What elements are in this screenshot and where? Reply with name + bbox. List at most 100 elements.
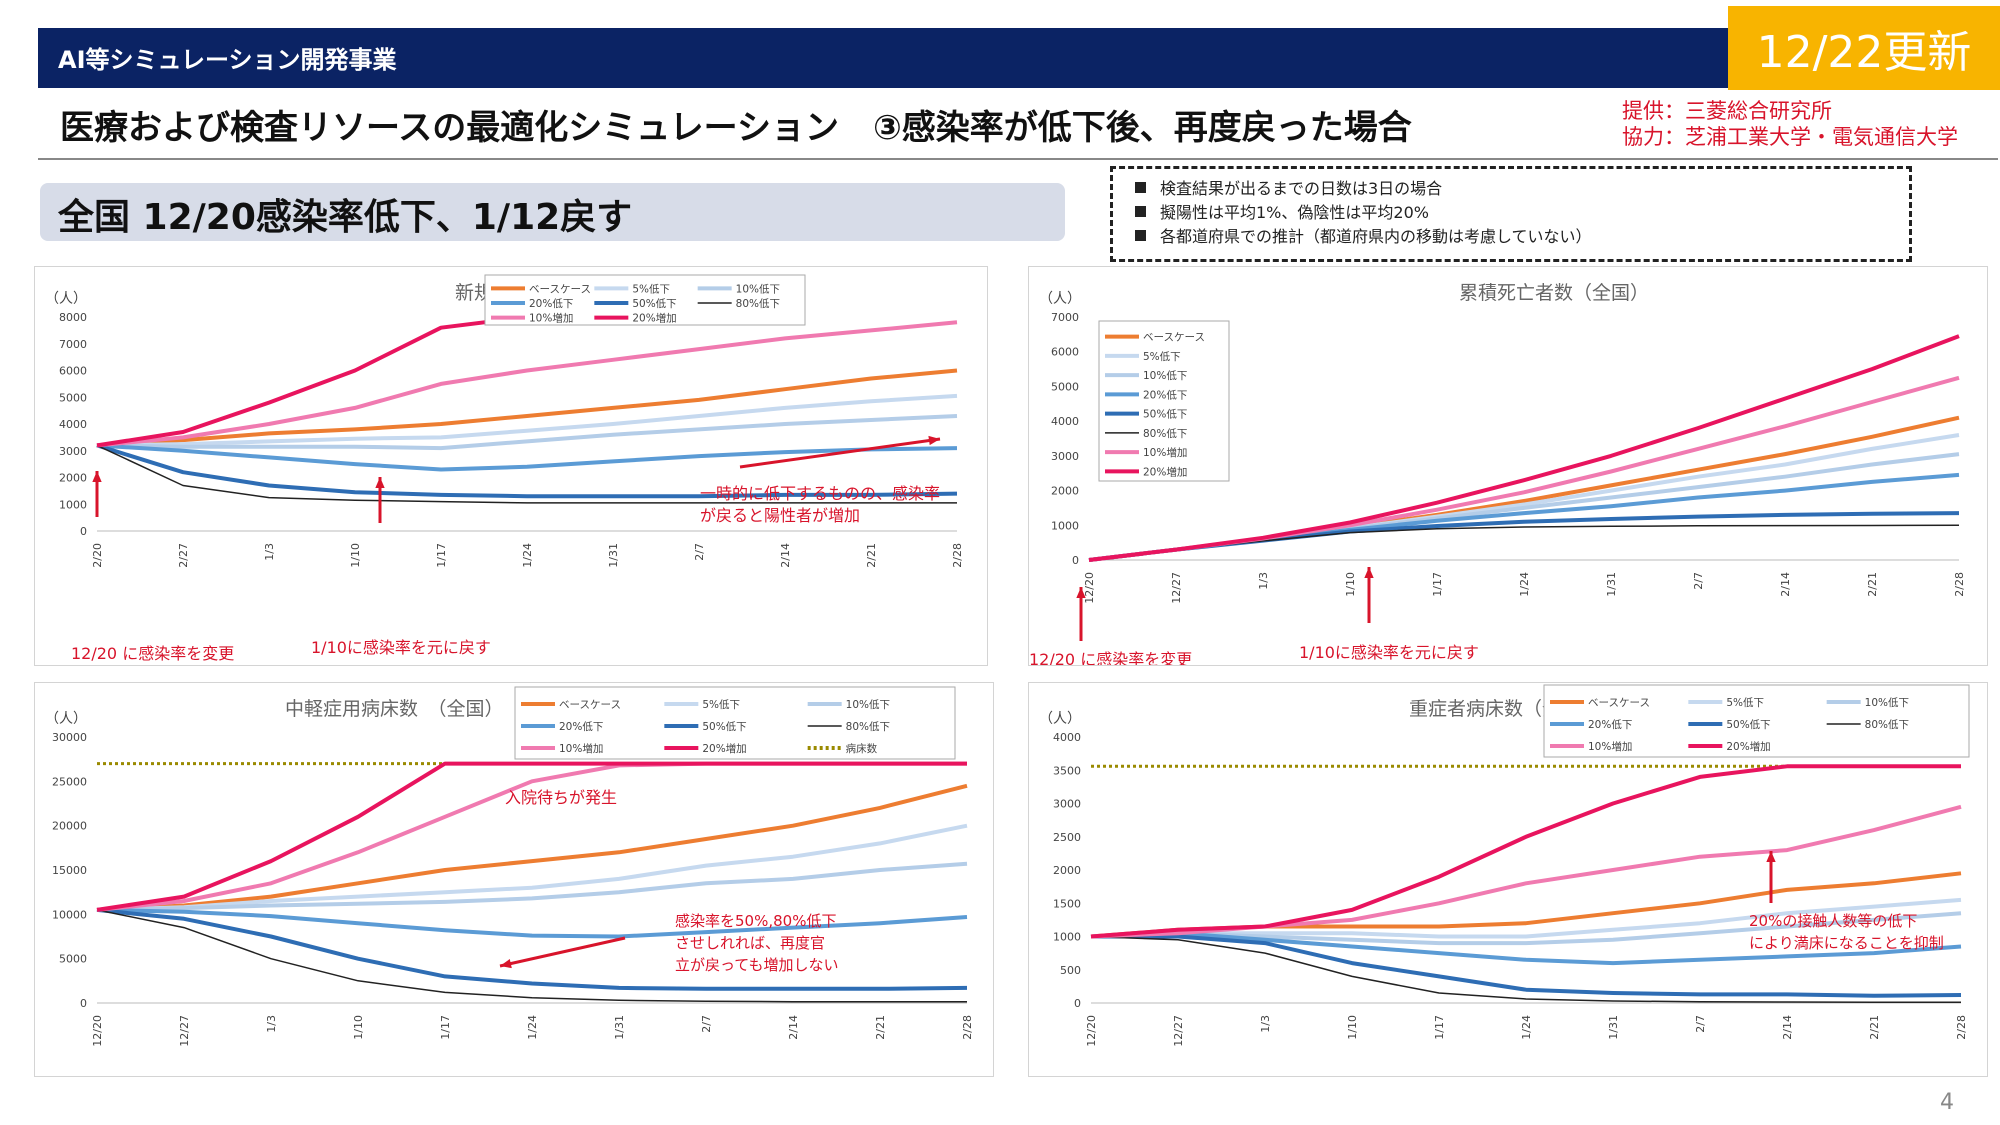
legend-label: 5%低下 [702, 698, 740, 711]
legend-label: 10%低下 [1143, 369, 1187, 382]
page-title: 医療および検査リソースの最適化シミュレーション ③感染率が低下後、再度戻った場合 [60, 108, 1412, 148]
y-tick-label: 500 [1060, 964, 1081, 977]
annotation-text: 1/10に感染率を元に戻す [1299, 643, 1479, 662]
y-tick-label: 0 [80, 997, 87, 1010]
note-item: 擬陽性は平均1%、偽陰性は平均20% [1135, 199, 1429, 223]
y-tick-label: 7000 [1051, 311, 1079, 324]
y-tick-label: 5000 [59, 953, 87, 966]
legend-label: 10%増加 [559, 742, 603, 755]
annotation-arrow [499, 936, 626, 968]
annotation-text: 感染率を50%,80%低下 [675, 912, 836, 930]
y-tick-label: 0 [1074, 997, 1081, 1010]
y-axis-unit: （人） [45, 291, 87, 307]
legend-label: 10%低下 [736, 282, 780, 295]
y-tick-label: 2000 [1051, 485, 1079, 498]
legend-label: 20%低下 [559, 720, 603, 733]
series-line-low20 [96, 443, 958, 472]
legend-label: 5%低下 [1143, 350, 1181, 363]
series-line-low80 [1090, 935, 1961, 1004]
page-number: 4 [1940, 1090, 1954, 1115]
x-tick-label: 1/17 [1433, 1015, 1446, 1040]
series-line-up20 [1090, 764, 1961, 939]
y-tick-label: 2000 [59, 472, 87, 485]
series-line-low10 [96, 414, 958, 451]
y-tick-label: 1500 [1053, 897, 1081, 910]
y-tick-label: 2500 [1053, 831, 1081, 844]
x-tick-label: 2/7 [1692, 572, 1705, 590]
legend-label: 20%低下 [1588, 718, 1632, 731]
chart-panel-cumulative-deaths: 累積死亡者数（全国） （人） 0 1000 2000 3000 4000 5000 6000 70… [1028, 266, 1988, 666]
x-tick-label: 1/17 [435, 543, 448, 568]
x-tick-label: 12/27 [1172, 1015, 1185, 1047]
y-axis-unit: （人） [1039, 291, 1081, 307]
y-tick-label: 1000 [1053, 931, 1081, 944]
series-line-low50 [1091, 934, 1962, 998]
x-tick-label: 12/27 [1170, 572, 1183, 604]
legend-label: 20%増加 [702, 742, 746, 755]
legend-label: ベースケース [1143, 332, 1205, 344]
series-line-low5 [1090, 897, 1962, 939]
chart-title: 累積死亡者数（全国） [1459, 282, 1649, 304]
y-tick-label: 3000 [59, 445, 87, 458]
legend-box [484, 274, 806, 326]
x-tick-label: 2/7 [1694, 1015, 1707, 1033]
y-tick-label: 15000 [52, 864, 87, 877]
annotation-arrow [739, 437, 941, 469]
x-tick-label: 12/20 [91, 1015, 104, 1047]
y-tick-label: 4000 [1053, 731, 1081, 744]
annotation-text: 20%の接触人数等の低下 [1749, 912, 1917, 930]
x-tick-label: 2/21 [1868, 1015, 1881, 1040]
x-tick-label: 2/14 [787, 1015, 800, 1040]
note-text: 擬陽性は平均1%、偽陰性は平均20% [1160, 203, 1429, 222]
annotation-arrowhead [1364, 567, 1374, 579]
annotation-text: 入院待ちが発生 [505, 788, 617, 807]
legend-box [1543, 684, 1970, 758]
legend-box [1098, 320, 1230, 482]
x-tick-label: 12/20 [1085, 1015, 1098, 1047]
bullet-icon [1135, 182, 1146, 193]
x-tick-label: 2/14 [1781, 1015, 1794, 1040]
chart-mild-beds: 中軽症用病床数 （全国） （人） 0 5000 10000 15000 20000 25000… [45, 686, 974, 1047]
y-tick-label: 3000 [1053, 798, 1081, 811]
legend-label: 病床数 [846, 742, 878, 755]
header-banner [38, 28, 1728, 88]
y-tick-label: 4000 [1051, 415, 1079, 428]
y-tick-label: 6000 [59, 365, 87, 378]
chart-cumulative-deaths: 累積死亡者数（全国） （人） 0 1000 2000 3000 4000 5000 6000 70… [1029, 282, 1966, 665]
annotation-text: 一時的に低下するものの、感染率 [700, 484, 940, 503]
chart-title: 中軽症用病床数 （全国） [285, 698, 504, 720]
legend-label: 50%低下 [632, 297, 676, 310]
x-tick-label: 2/28 [951, 543, 964, 568]
annotation-text: により満床になることを抑制 [1749, 934, 1944, 952]
series-line-low50 [96, 907, 968, 991]
credit-provider: 提供：三菱総合研究所 [1622, 99, 1832, 123]
x-tick-label: 1/24 [526, 1015, 539, 1040]
y-tick-label: 3500 [1053, 764, 1081, 777]
x-tick-label: 2/14 [1779, 572, 1792, 597]
chart-panel-mild-beds: 中軽症用病床数 （全国） （人） 0 5000 10000 15000 20000 25000… [34, 682, 994, 1077]
x-tick-label: 1/31 [1607, 1015, 1620, 1040]
legend-label: 80%低下 [736, 297, 780, 310]
annotation-arrowhead [92, 471, 102, 483]
x-tick-label: 2/28 [1953, 572, 1966, 597]
legend-label: 20%低下 [529, 297, 573, 310]
series-line-base [96, 783, 968, 912]
x-tick-label: 1/3 [265, 1015, 278, 1033]
annotation-arrowhead [500, 959, 512, 969]
x-tick-label: 12/27 [178, 1015, 191, 1047]
y-tick-label: 5000 [59, 391, 87, 404]
y-tick-label: 25000 [52, 775, 87, 788]
x-tick-label: 2/28 [961, 1015, 974, 1040]
x-tick-label: 2/27 [177, 543, 190, 568]
credit-block: 提供：三菱総合研究所 協力：芝浦工業大学・電気通信大学 [1622, 98, 1958, 150]
series-line-low20 [96, 907, 968, 939]
legend-label: 50%低下 [1726, 718, 1770, 731]
legend-label: 80%低下 [846, 720, 890, 733]
legend-label: 5%低下 [632, 282, 670, 295]
legend-label: 10%低下 [1865, 696, 1909, 709]
x-tick-label: 1/10 [349, 543, 362, 568]
annotation-text: 立が戻っても増加しない [675, 956, 839, 974]
banner-title: AI等シミュレーション開発事業 [58, 46, 397, 74]
x-tick-label: 2/28 [1955, 1015, 1968, 1040]
y-tick-label: 5000 [1051, 380, 1079, 393]
